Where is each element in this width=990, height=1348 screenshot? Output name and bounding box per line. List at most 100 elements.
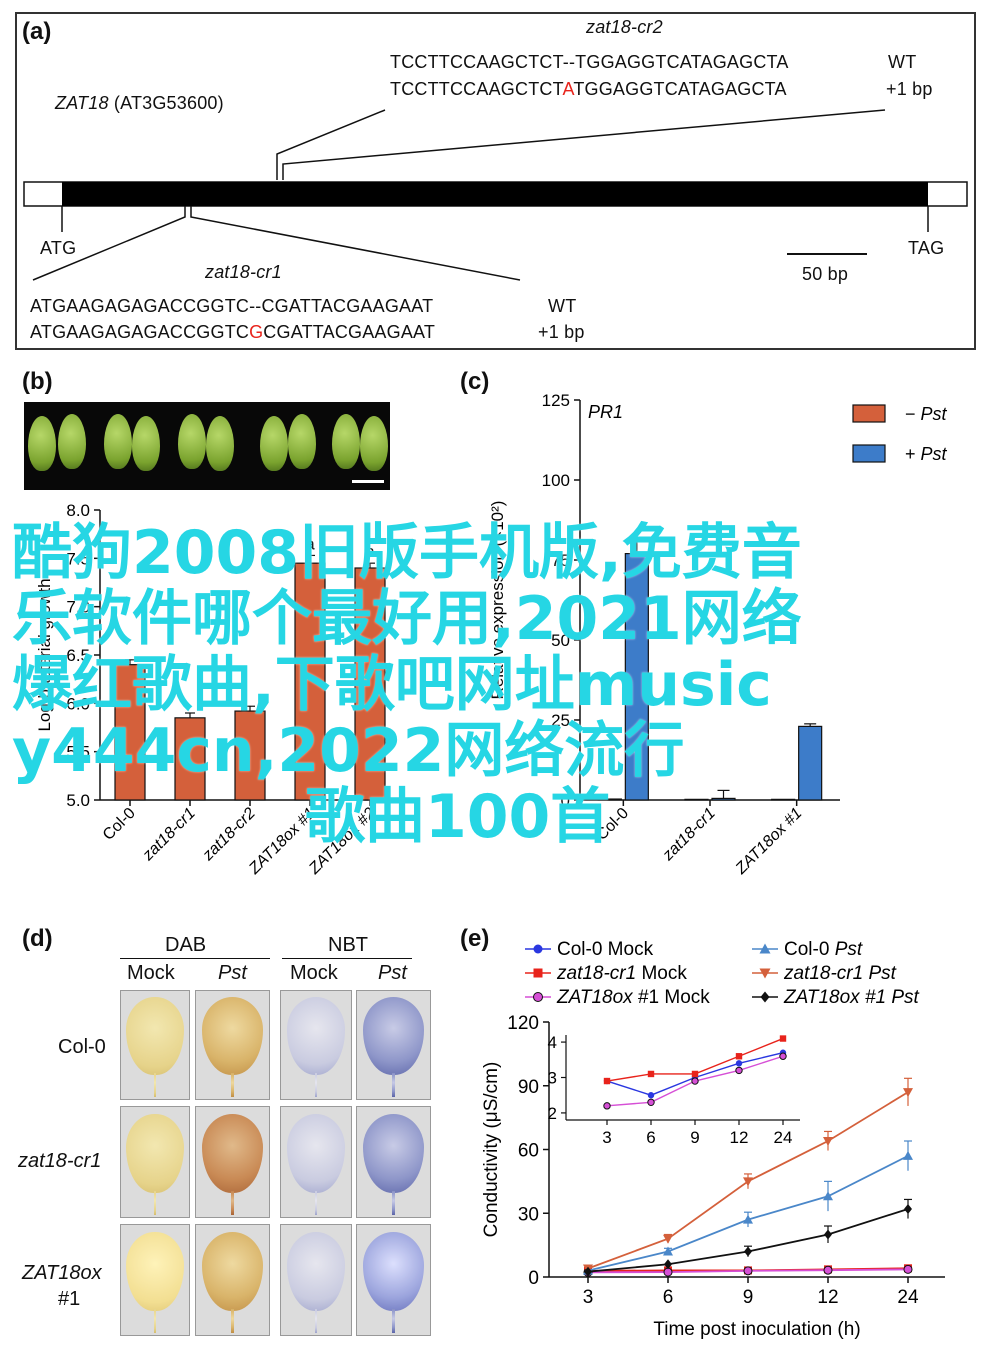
overlay-line-4: y444cn,2022网络流行 (12, 716, 685, 786)
cr2-insertion: A (562, 79, 574, 99)
x-tick-label: zat18-cr2 (199, 805, 259, 865)
y-tick-label: 120 (507, 1013, 539, 1034)
leaf-stain-image (280, 990, 352, 1100)
y-tick-label: 7.5 (66, 549, 90, 568)
inset-x-tick-label: 6 (646, 1128, 655, 1147)
panel-a-frame (15, 12, 976, 350)
inset-x-tick-label: 24 (774, 1128, 793, 1147)
cr1-mut-post: CGATTACGAAGAAT (263, 322, 436, 342)
row-label-ox: ZAT18ox (22, 1262, 102, 1284)
gene-title: ZAT18 (AT3G53600) (55, 93, 224, 114)
panel-a-label: (a) (22, 18, 52, 45)
overlay-line-2: 乐软件哪个最好用,2021网络 (12, 584, 802, 654)
bar (798, 725, 823, 801)
y-tick-label: 0 (528, 1268, 539, 1289)
leaf-stain-image (120, 1224, 190, 1336)
marker (779, 1035, 787, 1042)
x-axis-label: Time post inoculation (h) (653, 1319, 860, 1340)
gene-name: ZAT18 (55, 93, 109, 113)
leaf-stain-image (120, 990, 190, 1100)
y-tick-label: 100 (542, 471, 570, 490)
panel-b-label: (b) (22, 368, 53, 395)
row-label-col0: Col-0 (58, 1036, 106, 1058)
marker (533, 968, 543, 978)
legend-label: Col-0 Mock (557, 939, 654, 960)
y-tick-label: 30 (518, 1204, 539, 1225)
bar (294, 562, 326, 801)
y-tick-label: 125 (542, 391, 570, 410)
significance-mark: a (305, 534, 315, 553)
y-tick-label: 8.0 (66, 501, 90, 520)
y-tick-label: 5.5 (66, 743, 90, 762)
marker (823, 1137, 833, 1146)
y-axis-label: Relative expression (×10²) (488, 501, 507, 700)
cr1-leader-right (190, 206, 521, 281)
leaf-image (28, 416, 56, 471)
y-tick-label: 90 (518, 1077, 539, 1098)
leaf-image (332, 414, 360, 469)
leaf-stain-image (195, 1224, 270, 1336)
leaf-image (132, 416, 160, 471)
gene-locus: (AT3G53600) (113, 93, 224, 113)
leaf-image (104, 414, 132, 469)
panel-d-label: (d) (22, 925, 53, 952)
cr2-mut-sequence: TCCTTCCAAGCTCTATGGAGGTCATAGAGCTA (390, 79, 787, 100)
marker (903, 1150, 913, 1160)
row-label-ox-num: #1 (58, 1288, 81, 1310)
y-tick-label: 5.0 (66, 791, 90, 810)
x-tick-label: zat18-cr1 (139, 805, 199, 865)
y-axis-label: Conductivity (μS/cm) (481, 1062, 502, 1238)
marker (824, 1229, 832, 1240)
cr1-insertion: G (249, 322, 264, 342)
pr1-expression-chart: 0 25 50 75 100 125 Relative expression (×10²) P… (488, 391, 948, 878)
gene-cds (62, 182, 928, 206)
y-tick-label: 6.5 (66, 646, 90, 665)
leaf-stain-image (120, 1106, 190, 1218)
y-tick-label: 50 (551, 631, 570, 650)
legend-swatch (852, 444, 886, 463)
leaf-image (58, 414, 86, 469)
x-tick-label: Col-0 (100, 805, 139, 844)
marker (691, 1077, 699, 1085)
marker (759, 943, 771, 954)
marker (533, 992, 543, 1002)
leaf-stain-image (356, 990, 431, 1100)
y-tick-label: 6.0 (66, 694, 90, 713)
marker (664, 1259, 672, 1270)
marker (743, 1177, 753, 1187)
marker (647, 1070, 655, 1078)
marker (903, 1264, 913, 1274)
marker (647, 1098, 655, 1106)
scale-label: 50 bp (802, 264, 849, 284)
y-tick-label: 60 (518, 1141, 539, 1162)
bar (597, 798, 622, 801)
cr1-mut-label: +1 bp (538, 322, 585, 342)
start-codon: ATG (40, 238, 77, 258)
legend-label: ZAT18ox #1 Pst (783, 987, 920, 1008)
inset-x-tick-label: 9 (690, 1128, 699, 1147)
photo-scale-bar (352, 480, 384, 483)
legend-label: zat18-cr1 Mock (556, 963, 687, 984)
marker (779, 1052, 787, 1060)
marker (823, 1265, 833, 1275)
leaf-stain-image (280, 1224, 352, 1336)
marker (744, 1246, 752, 1257)
nbt-header: NBT (328, 934, 368, 956)
nbt-mock-header: Mock (290, 962, 338, 984)
legend-label: − Pst (905, 404, 948, 424)
dab-mock-header: Mock (127, 962, 175, 984)
marker (663, 1246, 673, 1256)
bar (711, 797, 736, 801)
marker (760, 991, 770, 1003)
marker (759, 968, 771, 979)
legend-label: + Pst (905, 444, 948, 464)
leaf-stain-image (195, 990, 270, 1100)
gene-diagram (23, 109, 968, 281)
bar (114, 664, 146, 801)
row-label-cr1: zat18-cr1 (18, 1150, 102, 1172)
cr1-mut-pre: ATGAAGAGAGACCGGTC (30, 322, 250, 342)
x-tick-label: 12 (817, 1287, 838, 1308)
conductivity-chart: Col-0 Mock zat18-cr1 Mock ZAT18ox #1 Mock C… (481, 939, 945, 1340)
cr2-mut-pre: TCCTTCCAAGCTCT (390, 79, 563, 99)
bar (234, 710, 266, 801)
